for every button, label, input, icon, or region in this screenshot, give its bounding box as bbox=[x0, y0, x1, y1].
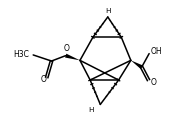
Text: O: O bbox=[41, 75, 47, 84]
Text: OH: OH bbox=[150, 47, 162, 56]
Text: O: O bbox=[63, 44, 69, 53]
Text: H: H bbox=[105, 8, 111, 14]
Polygon shape bbox=[65, 54, 80, 60]
Polygon shape bbox=[131, 60, 143, 69]
Text: O: O bbox=[150, 78, 156, 87]
Text: H3C: H3C bbox=[13, 50, 29, 59]
Text: H: H bbox=[89, 107, 94, 113]
